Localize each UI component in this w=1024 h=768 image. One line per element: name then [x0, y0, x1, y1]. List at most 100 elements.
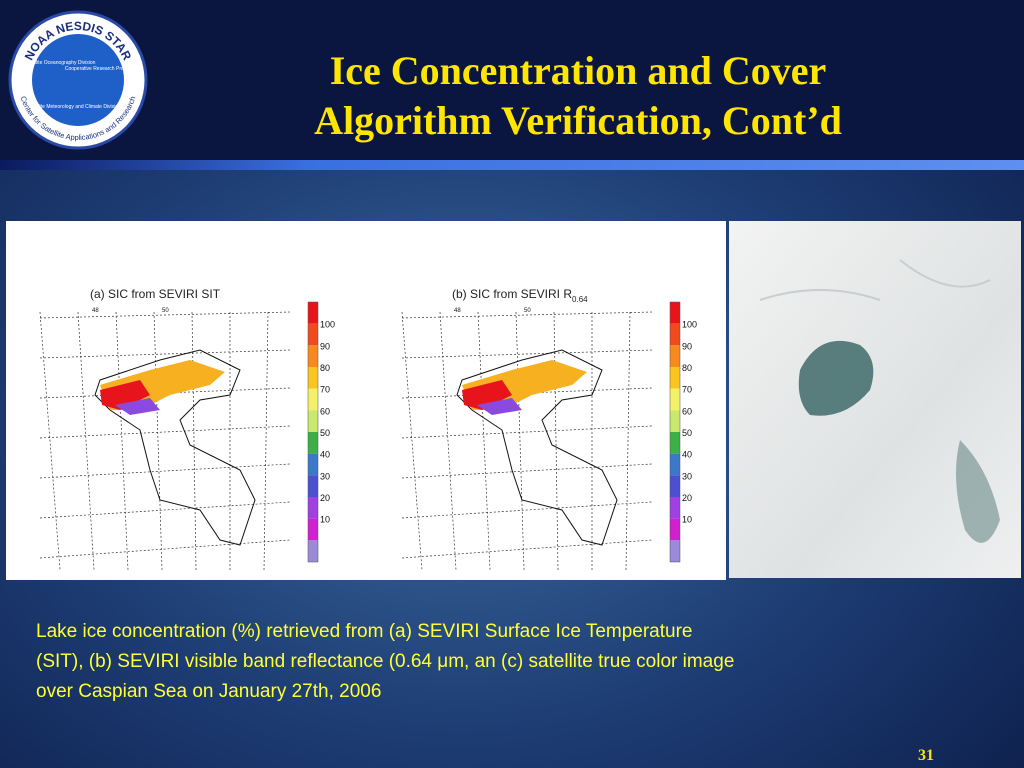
maps: (a) SIC from SEVIRI SIT 48 50 100 90 80 70 60 50… — [39, 287, 697, 571]
grid-line — [553, 311, 559, 571]
colorbar-segment — [670, 367, 680, 389]
ice-field — [462, 380, 512, 410]
colorbar-segment — [308, 518, 318, 541]
grid-line — [401, 425, 653, 439]
caption-line: over Caspian Sea on January 27th, 2006 — [36, 681, 381, 702]
colorbar-segment — [308, 345, 318, 367]
logo-division: Satellite Meteorology and Climate Divisi… — [27, 104, 121, 110]
colorbar-segment — [670, 323, 680, 346]
satellite-photo — [729, 221, 1021, 578]
header-band — [0, 0, 1024, 160]
colorbar-label: 10 — [682, 515, 692, 525]
ice-field — [477, 398, 522, 415]
colorbar-segment — [308, 410, 318, 432]
colorbar-segment — [308, 388, 318, 411]
colorbar-label: 80 — [682, 363, 692, 373]
logo-division: Satellite Oceanography Division — [25, 60, 96, 66]
colorbar-label: 40 — [320, 450, 330, 460]
colorbar-segment — [670, 518, 680, 541]
ice-field — [100, 380, 150, 410]
colorbar-label: 70 — [682, 385, 692, 395]
colorbar-segment — [670, 497, 680, 519]
map-panel: (b) SIC from SEVIRI R0.64 48 50 100 90 80 70 60… — [401, 287, 697, 571]
lon-label: 50 — [524, 308, 531, 314]
grid-line — [477, 311, 491, 571]
colorbar-segment — [308, 540, 318, 562]
colorbar-label: 50 — [682, 428, 692, 438]
colorbar-label: 100 — [320, 320, 335, 330]
grid-line — [39, 501, 291, 519]
panel-title: (a) SIC from SEVIRI SIT — [90, 287, 221, 301]
grid-line — [263, 311, 269, 571]
grid-line — [439, 311, 457, 571]
grid-line — [39, 349, 291, 359]
colorbar-frame — [307, 301, 319, 563]
colorbar-label: 60 — [682, 406, 692, 416]
grid-line — [39, 425, 291, 439]
colorbar-segment — [308, 367, 318, 389]
colorbar-label: 90 — [682, 341, 692, 351]
grid-line — [401, 463, 653, 479]
grid-line — [401, 311, 653, 319]
grid-line — [401, 349, 653, 359]
grid-line — [401, 501, 653, 519]
lon-label: 48 — [454, 308, 461, 314]
colorbar-segment — [670, 540, 680, 562]
lon-label: 48 — [92, 308, 99, 314]
colorbar-label: 60 — [320, 406, 330, 416]
colorbar-label: 30 — [682, 471, 692, 481]
colorbar-frame — [669, 301, 681, 563]
grid-line — [39, 463, 291, 479]
grid-line — [39, 539, 291, 559]
colorbar-segment — [308, 323, 318, 346]
title-line: Ice Concentration and Cover — [330, 48, 827, 93]
ice-field — [115, 398, 160, 415]
panel-subscript: 0.64 — [572, 295, 588, 304]
caption-line: Lake ice concentration (%) retrieved fro… — [36, 621, 692, 642]
lon-label: 50 — [162, 308, 169, 314]
colorbar-segment — [308, 432, 318, 454]
grid-line — [39, 311, 61, 571]
grid-line — [77, 311, 95, 571]
colorbar-segment — [670, 475, 680, 497]
colorbar-label: 40 — [682, 450, 692, 460]
colorbar-segment — [308, 475, 318, 497]
grid-line — [191, 311, 197, 571]
logo: NOAA NESDIS STAR Center for Satellite Ap… — [8, 10, 148, 150]
colorbar-label: 10 — [320, 515, 330, 525]
coastline — [456, 349, 618, 546]
caption-line: (SIT), (b) SEVIRI visible band reflectan… — [36, 651, 734, 672]
colorbar-label: 50 — [320, 428, 330, 438]
colorbar-label: 100 — [682, 320, 697, 330]
title-line: Algorithm Verification, Cont’d — [314, 98, 842, 143]
colorbar-segment — [308, 453, 318, 476]
panel-title: (b) SIC from SEVIRI R0.64 — [452, 287, 588, 304]
grid-line — [39, 311, 291, 319]
page-number: 31 — [918, 747, 934, 764]
colorbar-segment — [670, 345, 680, 367]
colorbar-segment — [670, 302, 680, 324]
header-stripe — [0, 160, 1024, 170]
grid-line — [115, 311, 129, 571]
grid-line — [625, 311, 631, 571]
colorbar-segment — [308, 497, 318, 519]
logo-division: Cooperative Research Program — [65, 66, 135, 72]
grid-line — [401, 539, 653, 559]
colorbar-label: 80 — [320, 363, 330, 373]
colorbar-label: 30 — [320, 471, 330, 481]
grid-line — [153, 311, 163, 571]
grid-line — [515, 311, 525, 571]
colorbar-label: 90 — [320, 341, 330, 351]
colorbar-segment — [670, 388, 680, 411]
colorbar-label: 20 — [320, 493, 330, 503]
colorbar-segment — [670, 432, 680, 454]
colorbar-label: 70 — [320, 385, 330, 395]
colorbar-segment — [670, 453, 680, 476]
colorbar-segment — [670, 410, 680, 432]
map-panel: (a) SIC from SEVIRI SIT 48 50 100 90 80 70 60 50… — [39, 287, 335, 571]
colorbar-segment — [308, 302, 318, 324]
coastline — [94, 349, 256, 546]
grid-line — [401, 311, 423, 571]
colorbar-label: 20 — [682, 493, 692, 503]
